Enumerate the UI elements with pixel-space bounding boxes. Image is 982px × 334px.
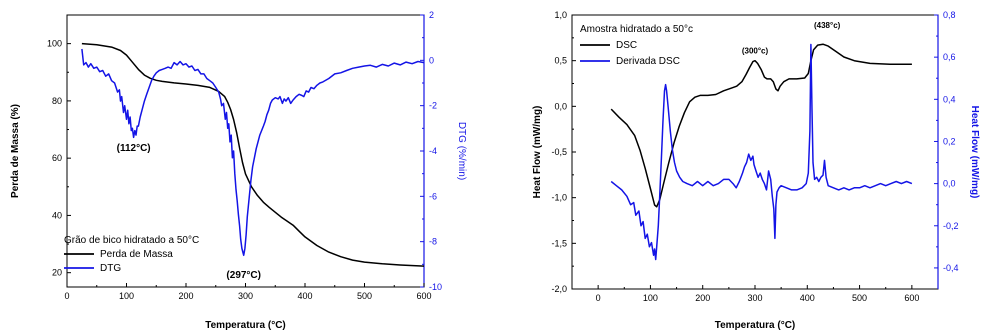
series-line-perda-de-massa bbox=[81, 42, 425, 267]
series-line-derivada-dsc bbox=[610, 43, 913, 261]
legend-title: Amostra hidratado a 50°c bbox=[580, 24, 693, 35]
x-tick-label: 600 bbox=[416, 291, 431, 301]
y-right-tick-label: -8 bbox=[429, 237, 437, 247]
peak-annotation: (297°C) bbox=[226, 270, 261, 281]
peak-annotation: (300°c) bbox=[742, 46, 769, 55]
legend-entry: Perda de Massa bbox=[100, 249, 173, 260]
y-right-tick-label: 0 bbox=[429, 55, 434, 65]
y-left-tick-label: 100 bbox=[47, 39, 62, 49]
y-left-tick-label: 40 bbox=[52, 210, 62, 220]
y-right-tick-label: 2 bbox=[429, 10, 434, 20]
y-right-tick-label: 0,4 bbox=[943, 94, 956, 104]
x-tick-label: 400 bbox=[297, 291, 312, 301]
y-left-tick-label: 1,0 bbox=[554, 10, 567, 20]
y-left-tick-label: -1,5 bbox=[551, 238, 567, 248]
x-tick-label: 200 bbox=[178, 291, 193, 301]
y-right-tick-label: 0,6 bbox=[943, 52, 956, 62]
series-line-dsc bbox=[610, 43, 912, 208]
x-tick-label: 500 bbox=[852, 293, 867, 303]
y-left-tick-label: -0,5 bbox=[551, 147, 567, 157]
x-tick-label: 100 bbox=[119, 291, 134, 301]
y-right-tick-label: -2 bbox=[429, 101, 437, 111]
x-tick-label: 0 bbox=[64, 291, 69, 301]
peak-annotation: (112°C) bbox=[117, 143, 151, 154]
x-tick-label: 0 bbox=[596, 293, 601, 303]
y-right-tick-label: -6 bbox=[429, 191, 437, 201]
series-line-dtg bbox=[81, 48, 425, 257]
legend-title: Grão de bico hidratado a 50°C bbox=[64, 235, 199, 246]
y-right-tick-label: 0,8 bbox=[943, 10, 956, 20]
legend-entry: DSC bbox=[616, 40, 637, 51]
x-tick-label: 300 bbox=[238, 291, 253, 301]
x-tick-label: 300 bbox=[747, 293, 762, 303]
peak-annotation: (438°c) bbox=[814, 21, 841, 30]
tga-dtg-chart: 0 100 200 300 400 500 60020406080100-10-8-6-4-… bbox=[10, 10, 467, 331]
y-right-tick-label: 0,0 bbox=[943, 179, 956, 189]
y-left-tick-label: 20 bbox=[52, 268, 62, 278]
y-left-axis-label: Perda de Massa (%) bbox=[10, 104, 21, 198]
x-axis-label: Temperatura (°C) bbox=[715, 320, 796, 331]
y-left-axis-label: Heat Flow (mW/mg) bbox=[532, 106, 543, 199]
legend-entry: Derivada DSC bbox=[616, 56, 680, 67]
legend-entry: DTG bbox=[100, 263, 121, 274]
x-tick-label: 200 bbox=[695, 293, 710, 303]
y-left-tick-label: 0,5 bbox=[554, 56, 567, 66]
y-right-axis-label: Heat Flow (mW/mg) bbox=[969, 106, 980, 199]
y-right-tick-label: -0,2 bbox=[943, 221, 959, 231]
y-left-tick-label: -2,0 bbox=[551, 284, 567, 294]
x-tick-label: 600 bbox=[904, 293, 919, 303]
y-right-axis-label: DTG (%/min) bbox=[456, 122, 467, 180]
y-left-tick-label: 80 bbox=[52, 96, 62, 106]
x-tick-label: 400 bbox=[800, 293, 815, 303]
y-right-tick-label: -4 bbox=[429, 146, 437, 156]
y-left-tick-label: 60 bbox=[52, 153, 62, 163]
x-axis-label: Temperatura (°C) bbox=[205, 320, 286, 331]
y-right-tick-label: 0,2 bbox=[943, 136, 956, 146]
y-right-tick-label: -0,4 bbox=[943, 263, 959, 273]
y-left-tick-label: -1,0 bbox=[551, 193, 567, 203]
y-left-tick-label: 0,0 bbox=[554, 101, 567, 111]
y-right-tick-label: -10 bbox=[429, 282, 442, 292]
dsc-chart: 0 100 200 300 400 500 600 -2,0 -1,5 -1,0 -0,5 0,0 0,… bbox=[532, 10, 980, 331]
x-tick-label: 500 bbox=[357, 291, 372, 301]
x-tick-label: 100 bbox=[643, 293, 658, 303]
